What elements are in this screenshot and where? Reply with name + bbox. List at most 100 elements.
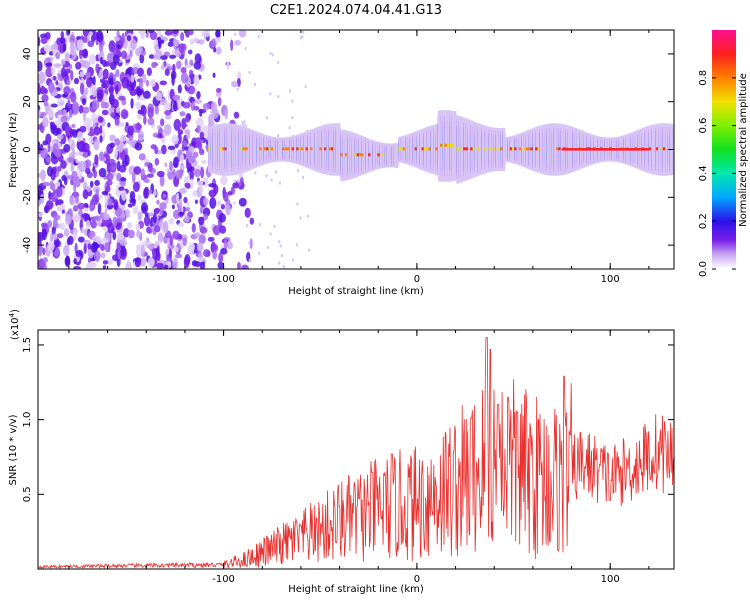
heatmap-noise-cell	[50, 146, 54, 153]
heatmap-noise-cell	[83, 243, 87, 255]
heatmap-peak-cell	[523, 147, 527, 151]
heatmap-band-cell	[460, 116, 464, 183]
heatmap-band-cell	[261, 133, 264, 166]
heatmap-noise-cell	[183, 196, 188, 204]
colorbar-tick-label: 0.6	[698, 118, 709, 134]
heatmap-speck	[278, 240, 281, 244]
heatmap-band-cell	[386, 143, 390, 168]
heatmap-band-cell	[372, 140, 376, 171]
heatmap-band-cell	[317, 126, 320, 173]
heatmap-noise-cell	[126, 260, 131, 269]
heatmap-speck	[278, 261, 281, 265]
heatmap-peak-cell	[528, 147, 531, 151]
heatmap-noise-cell	[97, 202, 102, 215]
heatmap-noise-cell	[186, 201, 190, 207]
heatmap-band-cell	[349, 131, 353, 180]
heatmap-noise-cell	[171, 73, 175, 86]
heatmap-noise-cell	[69, 40, 75, 53]
heatmap-noise-cell	[52, 91, 58, 97]
heatmap-noise-cell	[106, 179, 113, 186]
heatmap-noise-cell	[179, 168, 184, 177]
heatmap-noise-cell	[38, 173, 41, 178]
heatmap-noise-cell	[119, 247, 127, 260]
heatmap-peak-cell	[451, 143, 455, 147]
snr-frame	[37, 329, 675, 570]
colorbar-label: Normalized spectral amplitude	[738, 73, 749, 227]
heatmap-speck	[302, 176, 305, 180]
heatmap-noise-cell	[134, 142, 143, 151]
heatmap-noise-cell	[191, 222, 196, 233]
heatmap-noise-cell	[220, 247, 228, 255]
heatmap-noise-cell	[148, 189, 153, 195]
heatmap-noise-cell	[117, 249, 121, 260]
heatmap-peak-cell	[354, 153, 357, 157]
heatmap-noise-cell	[200, 166, 205, 179]
heatmap-peak-cell	[484, 147, 487, 151]
snr-y-tick-label: 1.5	[22, 337, 33, 353]
heatmap-speck	[279, 244, 282, 248]
heatmap-noise-cell	[147, 117, 155, 126]
heatmap-noise-cell	[38, 258, 45, 269]
heatmap-noise-cell	[62, 42, 67, 52]
heatmap-band-cell	[375, 141, 378, 170]
heatmap-noise-cell	[131, 198, 136, 207]
heatmap-peak-cell	[465, 147, 469, 151]
heatmap-band-cell	[653, 124, 656, 175]
heatmap-noise-cell	[50, 154, 59, 165]
heatmap-noise-cell	[79, 70, 85, 78]
snr-x-tick-label: -100	[212, 574, 235, 585]
heatmap-peak-cell	[530, 147, 533, 151]
heatmap-noise-cell	[193, 168, 201, 178]
heatmap-noise-cell	[148, 212, 154, 217]
heatmap-speck	[254, 171, 257, 175]
heatmap-noise-cell	[191, 141, 196, 147]
heatmap-noise-cell	[82, 106, 90, 114]
heatmap-noise-cell	[200, 159, 208, 165]
heatmap-band-cell	[277, 137, 281, 162]
heatmap-noise-cell	[52, 75, 57, 81]
heatmap-noise-cell	[78, 140, 86, 152]
heatmap-noise-cell	[138, 153, 146, 161]
heatmap-noise-cell	[136, 88, 143, 96]
heatmap-noise-cell	[211, 38, 217, 49]
heatmap-noise-cell	[135, 101, 142, 110]
heatmap-noise-cell	[149, 79, 156, 88]
heatmap-noise-cell	[94, 179, 100, 186]
heatmap-noise-cell	[145, 79, 150, 87]
heatmap-noise-cell	[40, 85, 46, 95]
heatmap-speck	[291, 116, 294, 120]
heatmap-noise-cell	[175, 192, 180, 203]
heatmap-band-cell	[551, 123, 554, 176]
heatmap-peak-cell	[263, 147, 267, 151]
heatmap-noise-cell	[212, 244, 219, 252]
heatmap-speck	[301, 35, 304, 39]
heatmap-peak-cell	[224, 147, 227, 151]
heatmap-noise-cell	[215, 30, 221, 38]
heatmap-noise-cell	[236, 77, 241, 87]
heatmap-noise-cell	[99, 243, 106, 251]
heatmap-noise-cell	[158, 128, 164, 134]
heatmap-noise-cell	[184, 115, 190, 123]
heatmap-peak-cell	[356, 153, 359, 157]
heatmap-noise-cell	[127, 203, 134, 208]
heatmap-speck	[278, 181, 281, 185]
heatmap-noise-cell	[199, 111, 203, 117]
heatmap-noise-cell	[222, 191, 229, 202]
heatmap-noise-cell	[132, 206, 139, 214]
heatmap-speck	[265, 174, 268, 178]
heatmap-noise-cell	[192, 151, 199, 159]
heatmap-noise-cell	[119, 240, 128, 246]
heatmap-noise-cell	[102, 260, 109, 265]
heatmap-y-tick-label: 20	[22, 95, 33, 108]
heatmap-noise-cell	[199, 206, 204, 214]
heatmap-noise-cell	[72, 101, 80, 114]
heatmap-noise-cell	[79, 125, 87, 133]
heatmap-noise-cell	[154, 103, 159, 115]
heatmap-noise-cell	[173, 118, 182, 131]
heatmap-noise-cell	[190, 178, 194, 190]
heatmap-noise-cell	[38, 212, 43, 218]
heatmap-panel: -100 0 100 -40 -20 0 20 40 Height of straight l…	[8, 29, 675, 297]
colorbar-tick-label: 0.2	[698, 213, 709, 229]
heatmap-peak-cell	[512, 147, 515, 151]
heatmap-noise-cell	[172, 94, 181, 101]
